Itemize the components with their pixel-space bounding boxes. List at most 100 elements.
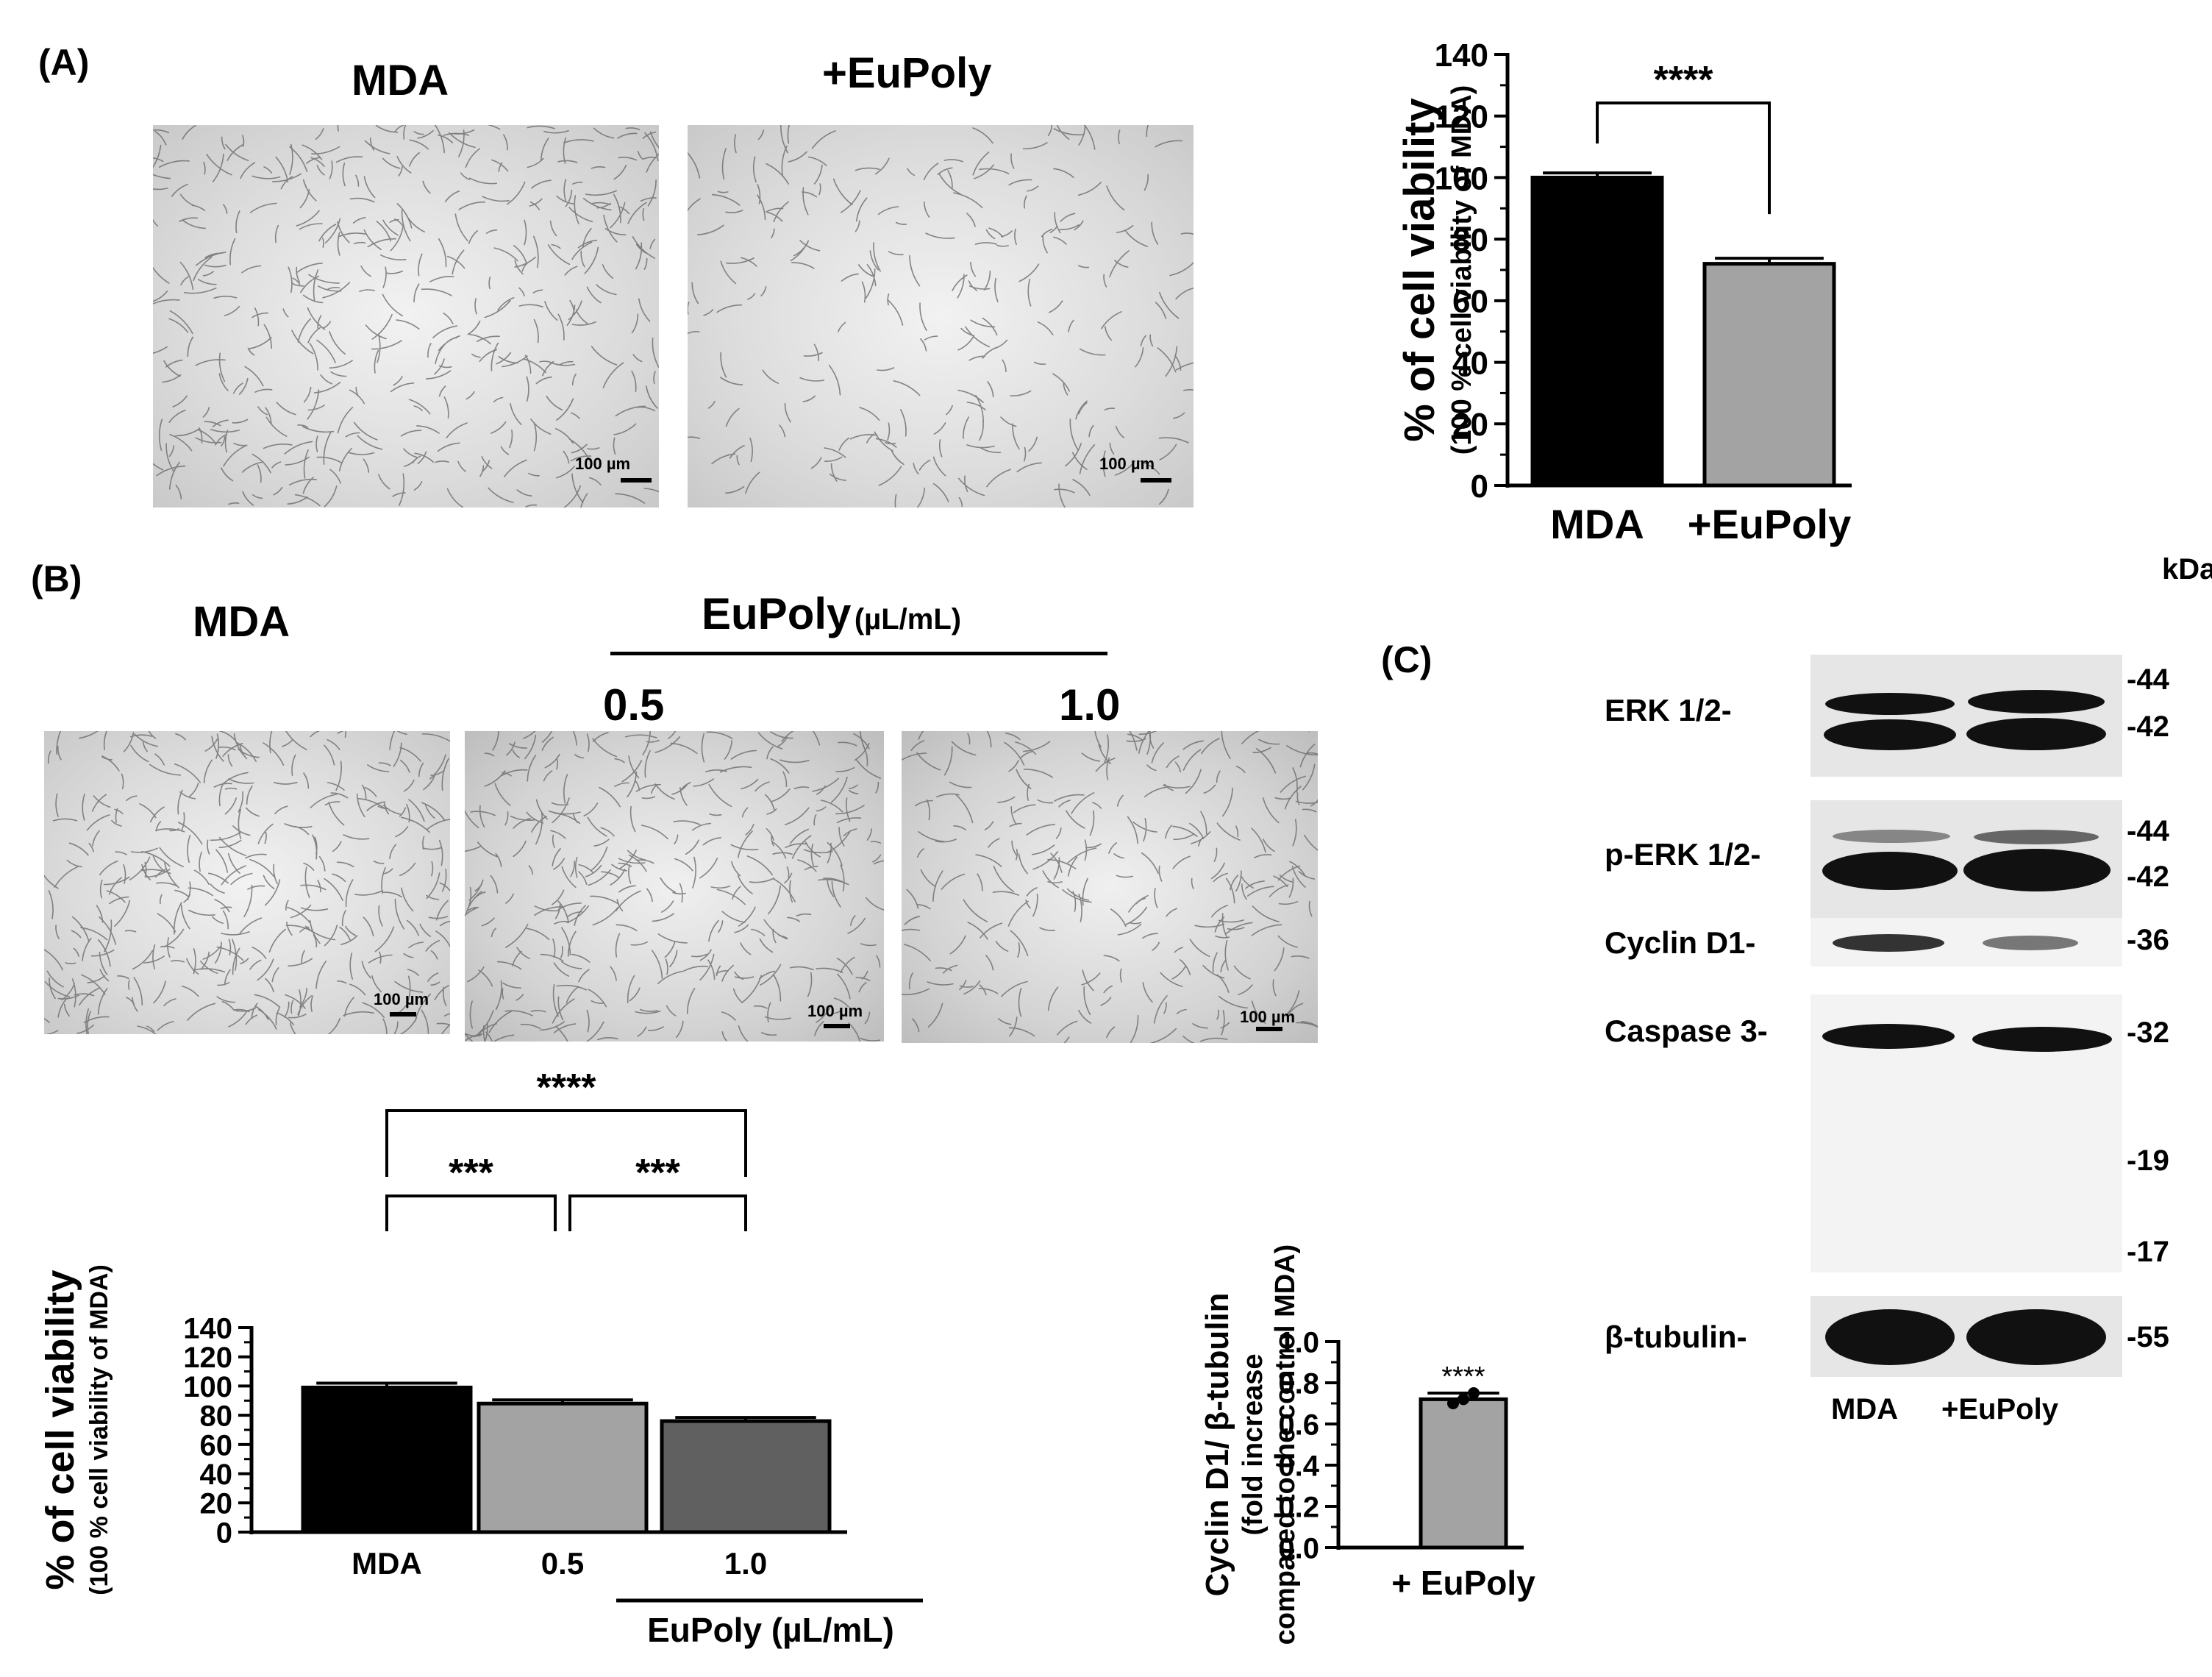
y-tick-label: 140 <box>1435 38 1488 74</box>
significance-label: *** <box>635 1152 680 1194</box>
y-tick-label: 0.2 <box>1278 1491 1319 1523</box>
scale-label: 100 µm <box>575 455 631 473</box>
significance-label: **** <box>1441 1361 1485 1392</box>
group-rule <box>610 652 1107 655</box>
kda-marker: -17 <box>2127 1236 2169 1268</box>
y-tick-label: 80 <box>200 1400 233 1433</box>
bar <box>1419 1397 1508 1550</box>
chart-cyclin-ratio: 0.0 0.2 0.4 0.6 0.8 1.0 + EuPoly Cyclin D1/ β-t… <box>1199 1245 1535 1645</box>
band <box>1974 830 2099 844</box>
blot-label-erk: ERK 1/2- <box>1605 693 1732 727</box>
blot-label-caspase: Caspase 3- <box>1605 1014 1768 1048</box>
kda-marker: -32 <box>2127 1016 2169 1049</box>
y-axis-label-3: compared to the control MDA) <box>1270 1245 1301 1645</box>
y-tick-label: 100 <box>183 1371 232 1403</box>
kda-marker: -44 <box>2127 663 2169 696</box>
micrograph-b-mda: 100 µm <box>44 731 450 1034</box>
significance-bracket <box>385 1194 557 1231</box>
y-tick-label: 120 <box>1435 99 1488 135</box>
cell-texture <box>688 125 1194 508</box>
band <box>1822 1024 1955 1049</box>
kda-marker: -44 <box>2127 815 2169 847</box>
band <box>1822 852 1958 890</box>
data-point <box>1458 1393 1469 1406</box>
bar <box>660 1419 832 1534</box>
y-tick-label: 0.4 <box>1278 1450 1319 1482</box>
y-tick-label: 140 <box>183 1312 232 1345</box>
blot-label-cyclin: Cyclin D1- <box>1605 925 1756 960</box>
blot-erk <box>1810 655 2122 777</box>
kda-marker: -42 <box>2127 711 2169 743</box>
x-tick-label: + EuPoly <box>1391 1564 1535 1602</box>
band <box>1972 1027 2112 1052</box>
cell-outlines <box>465 731 884 1042</box>
y-axis-label-2: (100 % cell viability of MDA) <box>1446 85 1477 455</box>
band <box>1825 1309 1955 1365</box>
y-axis-label: Cyclin D1/ β-tubulin <box>1199 1292 1235 1596</box>
significance-label: *** <box>449 1152 493 1194</box>
group-title: EuPoly <box>702 589 852 638</box>
y-tick-label: 40 <box>1452 345 1488 381</box>
blot-caspase <box>1810 994 2122 1272</box>
panel-b-image-3-title: 1.0 <box>1059 680 1121 730</box>
bar <box>1702 262 1836 488</box>
cell-texture <box>902 731 1318 1043</box>
y-tick-label: 20 <box>200 1488 233 1520</box>
cell-outlines <box>153 125 659 508</box>
band <box>1968 690 2105 713</box>
panel-b-control-title: MDA <box>193 598 290 646</box>
micrograph-b-1-0: 100 µm <box>902 731 1318 1043</box>
cell-outlines <box>902 731 1318 1043</box>
data-point <box>1447 1398 1459 1409</box>
group-unit: (µL/mL) <box>854 603 962 635</box>
blot-cyclin <box>1810 918 2122 966</box>
panel-b-group-heading: EuPoly (µL/mL) <box>702 588 961 639</box>
x-tick-label: MDA <box>1550 501 1644 547</box>
scale-label: 100 µm <box>374 990 429 1008</box>
chart-a-viability: 0 20 40 60 80 100 120 140 MDA +EuPoly % of cell vi… <box>1396 38 1852 547</box>
blot-label-tubulin: β-tubulin- <box>1605 1320 1747 1354</box>
scale-label: 100 µm <box>1240 1008 1296 1026</box>
y-tick-label: 60 <box>200 1429 233 1461</box>
band <box>1966 1309 2106 1365</box>
kda-marker: -36 <box>2127 924 2169 956</box>
cell-texture <box>44 731 450 1034</box>
cell-texture <box>153 125 659 508</box>
blot-perk <box>1810 800 2122 918</box>
cell-outlines <box>44 731 450 1034</box>
micrograph-a-eupoly: 100 µm <box>688 125 1194 508</box>
panel-a-image-2-title: +EuPoly <box>822 49 992 97</box>
kda-header: kDa <box>2162 553 2212 585</box>
blot-label-perk: p-ERK 1/2- <box>1605 837 1761 872</box>
scale-bar <box>390 1012 416 1016</box>
band <box>1833 830 1950 843</box>
kda-marker: -55 <box>2127 1321 2169 1353</box>
y-tick-label: 100 <box>1435 160 1488 196</box>
y-tick-label: 60 <box>1452 284 1488 320</box>
panel-b-label: (B) <box>31 558 82 599</box>
y-tick-label: 80 <box>1452 222 1488 258</box>
y-tick-label: 0 <box>216 1517 232 1549</box>
scale-bar <box>621 478 652 483</box>
y-tick-label: 0.8 <box>1278 1367 1319 1400</box>
micrograph-b-0-5: 100 µm <box>465 731 884 1042</box>
band <box>1963 849 2111 891</box>
x-tick-label: +EuPoly <box>1688 501 1852 547</box>
bar <box>1530 175 1664 488</box>
kda-marker: -19 <box>2127 1144 2169 1177</box>
bar <box>477 1401 649 1534</box>
y-axis-label-2: (100 % cell viability of MDA) <box>85 1264 113 1595</box>
panel-a-label: (A) <box>38 42 90 83</box>
significance-label: **** <box>537 1067 597 1109</box>
cell-outlines <box>688 125 1194 508</box>
panel-c-label: (C) <box>1381 639 1433 680</box>
y-axis-label: % of cell viability <box>38 1270 82 1589</box>
panel-b-image-2-title: 0.5 <box>603 680 665 730</box>
y-tick-label: 0.0 <box>1278 1532 1319 1564</box>
bar <box>301 1385 473 1534</box>
y-tick-label: 40 <box>200 1459 233 1491</box>
x-tick-label: MDA <box>352 1546 422 1581</box>
y-tick-label: 0.6 <box>1278 1409 1319 1441</box>
data-point <box>1468 1387 1480 1399</box>
